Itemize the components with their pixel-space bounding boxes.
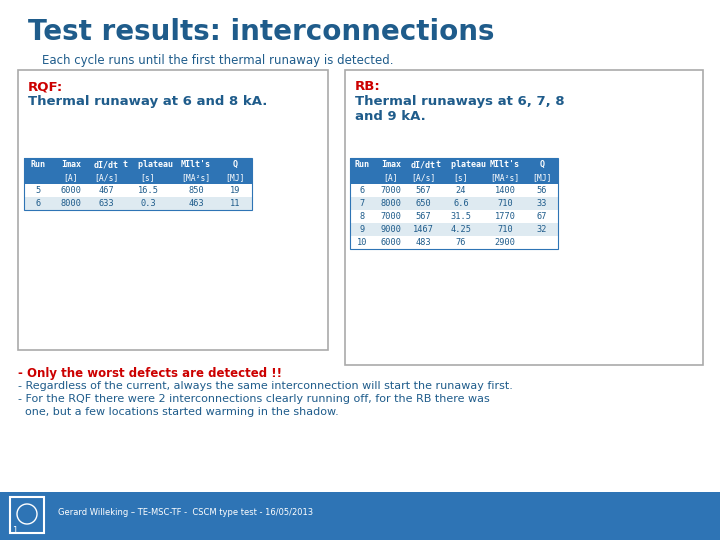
Text: [MA²s]: [MA²s] [490, 173, 520, 182]
Text: 6.6: 6.6 [453, 199, 469, 208]
Text: 56: 56 [536, 186, 547, 195]
Text: Run: Run [30, 160, 45, 169]
Text: MIlt's: MIlt's [181, 160, 211, 169]
Text: 32: 32 [536, 225, 547, 234]
Text: [MJ]: [MJ] [532, 173, 552, 182]
Text: [MJ]: [MJ] [225, 173, 245, 182]
Bar [350, 223, 558, 236]
Bar [345, 70, 703, 365]
Text: 633: 633 [98, 199, 114, 208]
Text: Run: Run [354, 160, 369, 169]
Text: [A]: [A] [384, 173, 398, 182]
Text: [A/s]: [A/s] [411, 173, 435, 182]
Text: Q: Q [233, 160, 238, 169]
Text: MIlt's: MIlt's [490, 160, 520, 169]
Bar [24, 158, 252, 171]
Text: 650: 650 [415, 199, 431, 208]
Bar [24, 171, 252, 184]
Text: CERN: CERN [19, 488, 35, 493]
Text: 9: 9 [359, 225, 364, 234]
Text: one, but a few locations started warming in the shadow.: one, but a few locations started warming… [18, 407, 338, 417]
Text: 8000: 8000 [380, 199, 402, 208]
Text: Thermal runaway at 6 and 8 kA.: Thermal runaway at 6 and 8 kA. [28, 95, 267, 108]
Text: Imax: Imax [61, 160, 81, 169]
Text: Gerard Willeking – TE-MSC-TF -  CSCM type test - 16/05/2013: Gerard Willeking – TE-MSC-TF - CSCM type… [58, 508, 313, 517]
Bar [350, 184, 558, 197]
Text: 33: 33 [536, 199, 547, 208]
Bar [350, 171, 558, 184]
Bar [24, 197, 252, 210]
Text: [A]: [A] [63, 173, 78, 182]
Text: 9000: 9000 [380, 225, 402, 234]
Bar [0, 492, 720, 540]
Bar [350, 197, 558, 210]
Text: 7000: 7000 [380, 186, 402, 195]
Text: 31.5: 31.5 [451, 212, 472, 221]
Text: 76: 76 [456, 238, 467, 247]
Text: 19: 19 [230, 186, 240, 195]
Text: 67: 67 [536, 212, 547, 221]
Text: 1467: 1467 [413, 225, 433, 234]
Text: [A/s]: [A/s] [94, 173, 118, 182]
Text: 7000: 7000 [380, 212, 402, 221]
Text: 1770: 1770 [495, 212, 516, 221]
Bar [350, 210, 558, 223]
Text: Test results: interconnections: Test results: interconnections [28, 18, 495, 46]
Text: - For the RQF there were 2 interconnections clearly running off, for the RB ther: - For the RQF there were 2 interconnecti… [18, 394, 490, 404]
Bar [24, 158, 252, 210]
Text: RQF:: RQF: [28, 80, 63, 93]
Text: t  plateau: t plateau [123, 160, 173, 169]
Text: 483: 483 [415, 238, 431, 247]
Text: 8000: 8000 [60, 199, 81, 208]
Text: Imax: Imax [381, 160, 401, 169]
Text: [MA²s]: [MA²s] [181, 173, 211, 182]
Text: 5: 5 [35, 186, 40, 195]
Text: dI/dt: dI/dt [410, 160, 436, 169]
Text: 567: 567 [415, 186, 431, 195]
Text: 1400: 1400 [495, 186, 516, 195]
Text: [s]: [s] [140, 173, 156, 182]
Text: t  plateau: t plateau [436, 160, 486, 169]
Bar [350, 158, 558, 249]
Text: - Regardless of the current, always the same interconnection will start the runa: - Regardless of the current, always the … [18, 381, 513, 391]
Text: Each cycle runs until the first thermal runaway is detected.: Each cycle runs until the first thermal … [42, 54, 394, 67]
Text: 6000: 6000 [380, 238, 402, 247]
Text: and 9 kA.: and 9 kA. [355, 110, 426, 123]
Text: 16.5: 16.5 [138, 186, 158, 195]
Text: 567: 567 [415, 212, 431, 221]
Text: RB:: RB: [355, 80, 381, 93]
Bar [18, 70, 328, 350]
Bar [345, 70, 703, 365]
Text: 24: 24 [456, 186, 467, 195]
Text: Q: Q [539, 160, 544, 169]
Text: 463: 463 [188, 199, 204, 208]
Text: 6000: 6000 [60, 186, 81, 195]
Bar [18, 70, 328, 350]
Bar [10, 497, 44, 533]
Text: 6: 6 [35, 199, 40, 208]
Text: [s]: [s] [454, 173, 468, 182]
Text: 2900: 2900 [495, 238, 516, 247]
Text: 850: 850 [188, 186, 204, 195]
Text: dI/dt: dI/dt [94, 160, 119, 169]
Text: 1: 1 [12, 526, 17, 535]
Text: 0.3: 0.3 [140, 199, 156, 208]
Text: - Only the worst defects are detected !!: - Only the worst defects are detected !! [18, 367, 282, 380]
Text: 710: 710 [497, 225, 513, 234]
Bar [350, 236, 558, 249]
Text: 6: 6 [359, 186, 364, 195]
Text: 4.25: 4.25 [451, 225, 472, 234]
Text: 710: 710 [497, 199, 513, 208]
Text: 7: 7 [359, 199, 364, 208]
Text: 467: 467 [98, 186, 114, 195]
Bar [24, 184, 252, 197]
Text: 8: 8 [359, 212, 364, 221]
Text: 10: 10 [356, 238, 367, 247]
Text: Thermal runaways at 6, 7, 8: Thermal runaways at 6, 7, 8 [355, 95, 564, 108]
Text: 11: 11 [230, 199, 240, 208]
Bar [350, 158, 558, 171]
